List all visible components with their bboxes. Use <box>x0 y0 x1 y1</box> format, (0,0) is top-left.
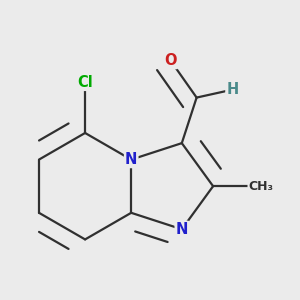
Text: Cl: Cl <box>77 75 93 90</box>
Text: O: O <box>164 53 177 68</box>
Text: CH₃: CH₃ <box>248 180 274 193</box>
Text: N: N <box>125 152 137 167</box>
Text: H: H <box>226 82 238 97</box>
Text: N: N <box>176 222 188 237</box>
